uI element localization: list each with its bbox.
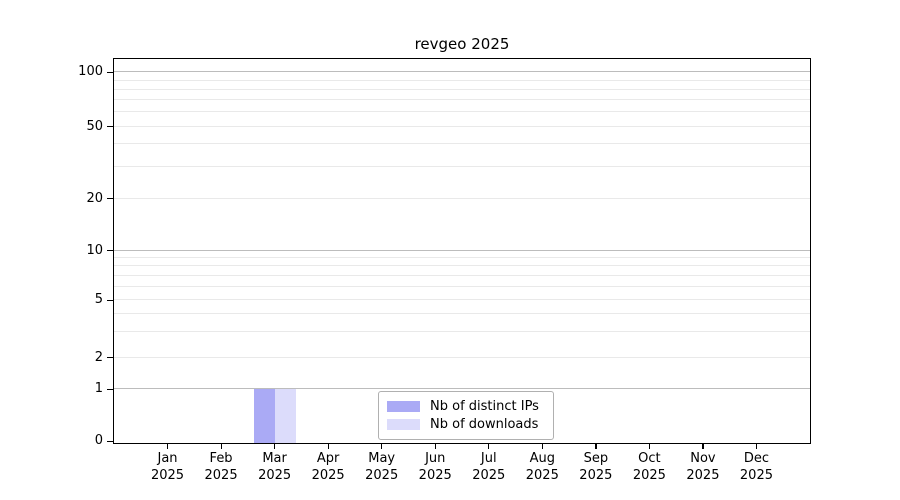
legend-item: Nb of downloads [387, 416, 545, 433]
x-tick-label-year: 2025 [525, 468, 559, 483]
x-tick-label-year: 2025 [632, 468, 666, 483]
x-tick-label: May 2025 [347, 450, 417, 484]
x-tick-label-month: Feb [209, 451, 233, 466]
x-tick-label-month: Jun [425, 451, 446, 466]
y-tick-mark [107, 299, 113, 301]
x-tick-label: Feb 2025 [186, 450, 256, 484]
x-tick-label-year: 2025 [204, 468, 238, 483]
y-tick-mark [107, 126, 113, 128]
plot-area [113, 58, 811, 444]
gridline-major [114, 388, 810, 390]
x-tick-mark [702, 444, 704, 449]
x-tick-mark [381, 444, 383, 449]
gridlines-layer [114, 59, 810, 443]
x-tick-mark [488, 444, 490, 449]
y-tick-mark [107, 198, 113, 200]
gridline-minor [114, 356, 810, 358]
legend-item: Nb of distinct IPs [387, 398, 545, 415]
x-tick-label-month: Jan [157, 451, 178, 466]
y-tick-label: 2 [94, 349, 103, 365]
x-tick-label-month: Aug [529, 451, 555, 466]
legend-label: Nb of downloads [430, 417, 539, 432]
bars-layer [114, 59, 810, 443]
gridline-major [114, 71, 810, 73]
x-tick-label-year: 2025 [418, 468, 452, 483]
gridline-major [114, 249, 810, 251]
x-tick-label: Jun 2025 [400, 450, 470, 484]
x-tick-label-year: 2025 [258, 468, 292, 483]
x-tick-label-month: Jul [480, 451, 497, 466]
gridline-minor [114, 274, 810, 276]
y-tick-mark [107, 250, 113, 252]
x-tick-label-month: Mar [262, 451, 287, 466]
x-tick-label: Jan 2025 [133, 450, 203, 484]
gridline-minor [114, 299, 810, 301]
gridline-minor [114, 331, 810, 333]
y-tick-mark [107, 388, 113, 390]
x-tick-mark [220, 444, 222, 449]
x-tick-label: Aug 2025 [507, 450, 577, 484]
x-tick-label: Jul 2025 [454, 450, 524, 484]
y-tick-label: 50 [86, 118, 103, 134]
x-tick-label-month: Dec [743, 451, 770, 466]
gridline-minor [114, 257, 810, 259]
x-tick-label-month: Nov [690, 451, 716, 466]
gridline-minor [114, 111, 810, 113]
x-tick-label: Dec 2025 [721, 450, 791, 484]
x-tick-label-month: Sep [583, 451, 609, 466]
legend-label: Nb of distinct IPs [430, 399, 539, 414]
gridline-minor [114, 99, 810, 101]
x-tick-mark [595, 444, 597, 449]
y-tick-label: 100 [78, 64, 103, 80]
y-tick-mark [107, 71, 113, 73]
gridline-minor [114, 79, 810, 81]
x-tick-label: Apr 2025 [293, 450, 363, 484]
gridline-minor [114, 165, 810, 167]
x-tick-label: Oct 2025 [614, 450, 684, 484]
x-tick-label-month: Oct [638, 451, 661, 466]
x-tick-label-year: 2025 [739, 468, 773, 483]
gridline-minor [114, 265, 810, 267]
y-tick-label: 1 [94, 381, 103, 397]
x-tick-label-year: 2025 [472, 468, 506, 483]
x-tick-mark [541, 444, 543, 449]
x-tick-label-year: 2025 [311, 468, 345, 483]
y-tick-label: 10 [86, 242, 103, 258]
x-tick-label-month: Apr [316, 451, 340, 466]
x-tick-mark [755, 444, 758, 449]
x-tick-label-month: May [368, 451, 396, 466]
x-tick-mark [648, 444, 651, 449]
x-tick-label: Sep 2025 [561, 450, 631, 484]
gridline-minor [114, 286, 810, 288]
y-tick-label: 0 [94, 433, 103, 449]
y-tick-label: 20 [86, 190, 103, 206]
x-tick-mark [434, 444, 436, 449]
y-tick-mark [107, 440, 113, 442]
x-tick-mark [274, 444, 276, 449]
legend: Nb of distinct IPs Nb of downloads [378, 391, 554, 440]
gridline-minor [114, 197, 810, 199]
x-tick-mark [167, 444, 169, 449]
legend-swatch [387, 401, 420, 412]
gridline-minor [114, 88, 810, 90]
gridline-minor [114, 125, 810, 127]
y-tick-label: 5 [94, 292, 103, 308]
x-tick-label-year: 2025 [686, 468, 720, 483]
y-tick-mark [107, 357, 113, 359]
x-tick-label-year: 2025 [150, 468, 185, 483]
bar-distinct-ips [253, 389, 275, 443]
x-tick-label: Nov 2025 [668, 450, 738, 484]
legend-swatch [387, 419, 420, 430]
gridline-minor [114, 143, 810, 145]
bar-downloads [274, 389, 296, 443]
chart-title: revgeo 2025 [414, 35, 510, 53]
gridline-minor [114, 312, 810, 314]
x-tick-label: Mar 2025 [240, 450, 310, 484]
x-tick-mark [327, 444, 329, 449]
x-tick-label-year: 2025 [365, 468, 399, 483]
x-tick-label-year: 2025 [579, 468, 613, 483]
